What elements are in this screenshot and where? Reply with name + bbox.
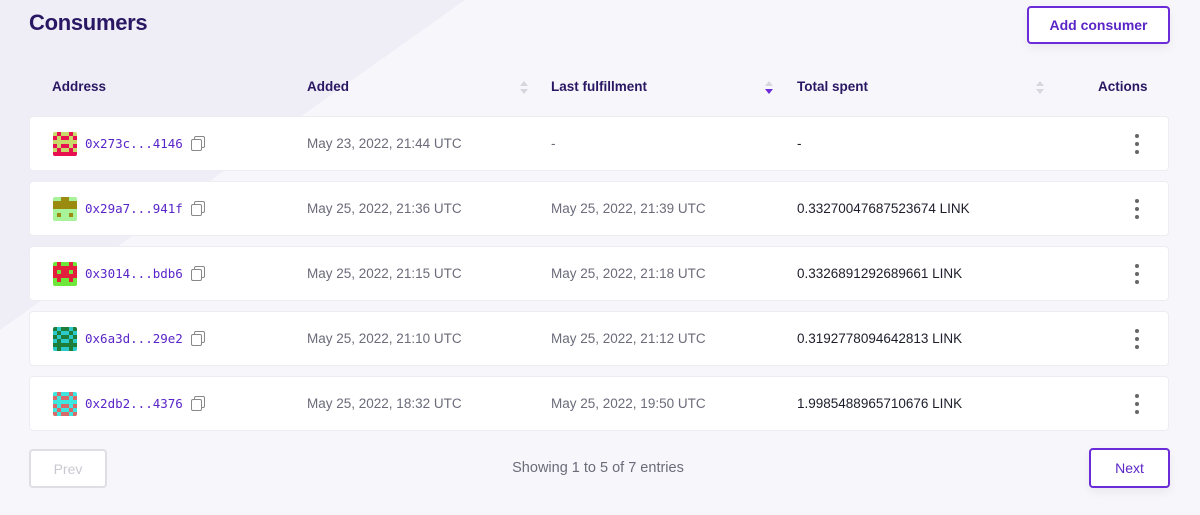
sort-icon[interactable] — [1036, 81, 1044, 95]
added-cell: May 25, 2022, 18:32 UTC — [307, 396, 462, 411]
pagination-status: Showing 1 to 5 of 7 entries — [512, 460, 684, 476]
table-row: 0x2db2...4376 May 25, 2022, 18:32 UTC Ma… — [29, 376, 1169, 431]
identicon-avatar — [53, 261, 77, 286]
address-link[interactable]: 0x3014...bdb6 — [85, 266, 183, 281]
page-title: Consumers — [29, 10, 148, 35]
prev-button[interactable]: Prev — [29, 449, 107, 488]
added-cell: May 25, 2022, 21:15 UTC — [307, 266, 462, 281]
address-cell: 0x6a3d...29e2 — [53, 312, 205, 365]
address-cell: 0x2db2...4376 — [53, 377, 205, 430]
more-actions-icon[interactable] — [1134, 264, 1140, 284]
address-link[interactable]: 0x29a7...941f — [85, 201, 183, 216]
added-cell: May 23, 2022, 21:44 UTC — [307, 136, 462, 151]
last-fulfillment-cell: May 25, 2022, 19:50 UTC — [551, 396, 706, 411]
table-row: 0x3014...bdb6 May 25, 2022, 21:15 UTC Ma… — [29, 246, 1169, 301]
identicon-avatar — [53, 326, 77, 351]
sort-icon[interactable] — [520, 81, 528, 95]
total-spent-cell: - — [797, 136, 802, 151]
added-cell: May 25, 2022, 21:36 UTC — [307, 201, 462, 216]
table-row: 0x273c...4146 May 23, 2022, 21:44 UTC - … — [29, 116, 1169, 171]
total-spent-cell: 1.9985488965710676 LINK — [797, 396, 963, 411]
column-header-address: Address — [52, 79, 107, 94]
column-header-added[interactable]: Added — [307, 79, 349, 94]
more-actions-icon[interactable] — [1134, 394, 1140, 414]
last-fulfillment-cell: May 25, 2022, 21:39 UTC — [551, 201, 706, 216]
address-cell: 0x29a7...941f — [53, 182, 205, 235]
copy-icon[interactable] — [190, 266, 205, 281]
address-link[interactable]: 0x2db2...4376 — [85, 396, 183, 411]
copy-icon[interactable] — [190, 396, 205, 411]
column-header-last-fulfillment[interactable]: Last fulfillment — [551, 79, 648, 94]
total-spent-cell: 0.33270047687523674 LINK — [797, 201, 970, 216]
copy-icon[interactable] — [190, 201, 205, 216]
column-header-actions: Actions — [1098, 79, 1148, 94]
identicon-avatar — [53, 131, 77, 156]
table-row: 0x29a7...941f May 25, 2022, 21:36 UTC Ma… — [29, 181, 1169, 236]
sort-descending-icon[interactable] — [765, 81, 773, 95]
address-link[interactable]: 0x273c...4146 — [85, 136, 183, 151]
identicon-avatar — [53, 391, 77, 416]
address-link[interactable]: 0x6a3d...29e2 — [85, 331, 183, 346]
last-fulfillment-cell: May 25, 2022, 21:12 UTC — [551, 331, 706, 346]
last-fulfillment-cell: - — [551, 136, 556, 151]
table-row: 0x6a3d...29e2 May 25, 2022, 21:10 UTC Ma… — [29, 311, 1169, 366]
copy-icon[interactable] — [190, 331, 205, 346]
total-spent-cell: 0.3326891292689661 LINK — [797, 266, 963, 281]
address-cell: 0x3014...bdb6 — [53, 247, 205, 300]
column-header-total-spent[interactable]: Total spent — [797, 79, 869, 94]
total-spent-cell: 0.3192778094642813 LINK — [797, 331, 963, 346]
copy-icon[interactable] — [190, 136, 205, 151]
more-actions-icon[interactable] — [1134, 199, 1140, 219]
add-consumer-button[interactable]: Add consumer — [1027, 6, 1170, 44]
added-cell: May 25, 2022, 21:10 UTC — [307, 331, 462, 346]
next-button[interactable]: Next — [1089, 448, 1170, 488]
identicon-avatar — [53, 196, 77, 221]
last-fulfillment-cell: May 25, 2022, 21:18 UTC — [551, 266, 706, 281]
address-cell: 0x273c...4146 — [53, 117, 205, 170]
more-actions-icon[interactable] — [1134, 329, 1140, 349]
more-actions-icon[interactable] — [1134, 134, 1140, 154]
